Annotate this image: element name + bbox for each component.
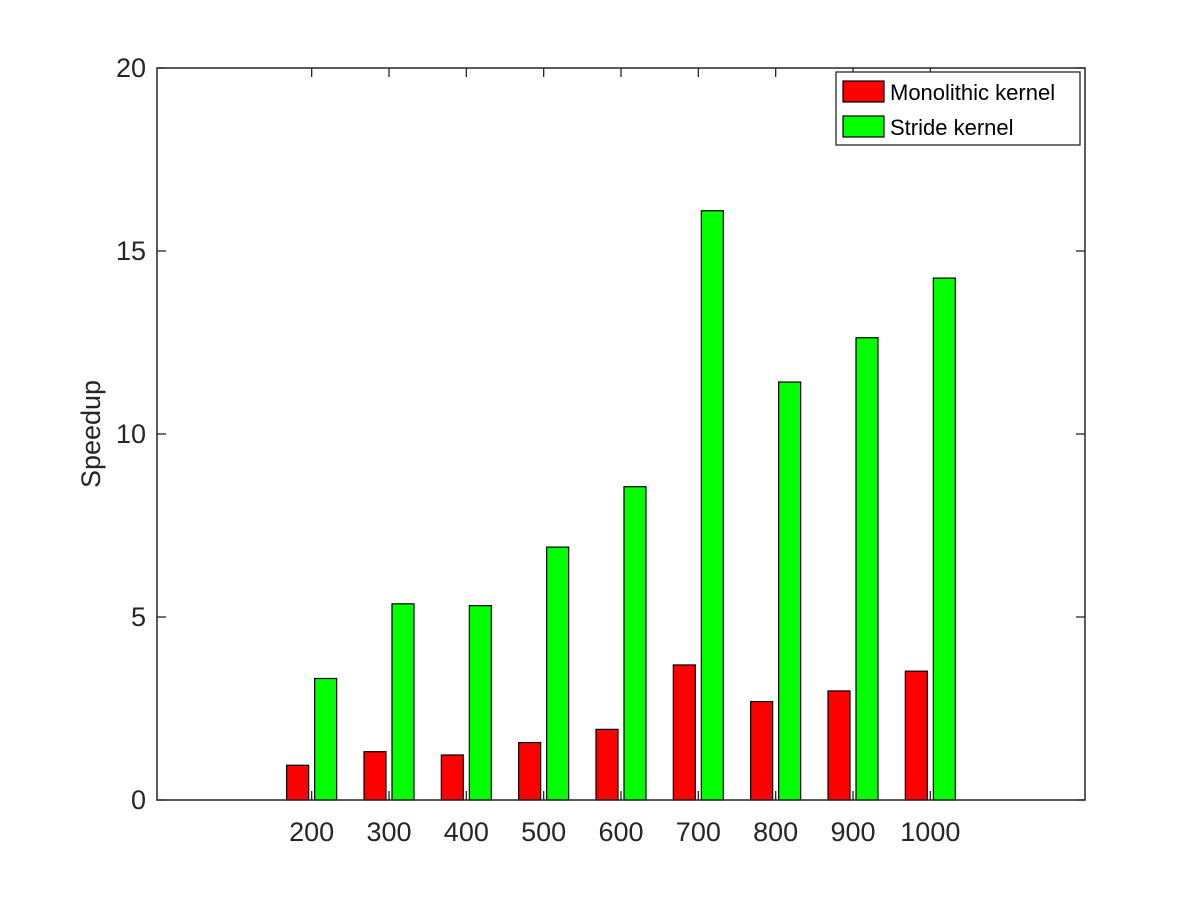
x-tick-label-800: 800 xyxy=(753,817,798,847)
bar-monolithic-1000 xyxy=(904,670,928,801)
bar-stride-200 xyxy=(314,677,338,801)
bar-stride-600 xyxy=(623,486,647,801)
y-tick-label-10: 10 xyxy=(116,419,146,449)
y-tick-label-20: 20 xyxy=(116,53,146,83)
x-tick-label-300: 300 xyxy=(366,817,411,847)
bar-monolithic-400 xyxy=(440,754,464,801)
legend-label-monolithic: Monolithic kernel xyxy=(890,80,1055,105)
bar-stride-1000 xyxy=(932,277,956,801)
y-tick-label-15: 15 xyxy=(116,236,146,266)
x-tick-label-900: 900 xyxy=(830,817,875,847)
x-tick-label-400: 400 xyxy=(444,817,489,847)
bar-monolithic-600 xyxy=(595,728,619,801)
bar-stride-900 xyxy=(855,337,879,801)
x-tick-label-500: 500 xyxy=(521,817,566,847)
x-tick-label-200: 200 xyxy=(289,817,334,847)
y-axis-label: Speedup xyxy=(76,380,106,488)
y-tick-label-0: 0 xyxy=(131,785,146,815)
bar-stride-400 xyxy=(468,605,492,801)
legend-swatch-monolithic xyxy=(842,80,885,103)
bar-monolithic-300 xyxy=(363,751,387,801)
x-tick-label-600: 600 xyxy=(598,817,643,847)
bar-monolithic-900 xyxy=(827,690,851,801)
legend: Monolithic kernel Stride kernel xyxy=(835,71,1081,146)
bars-group xyxy=(286,210,956,801)
bar-monolithic-700 xyxy=(672,664,696,801)
y-tick-label-5: 5 xyxy=(131,602,146,632)
bar-monolithic-500 xyxy=(518,741,542,801)
legend-swatch-stride xyxy=(842,115,885,138)
bar-monolithic-200 xyxy=(286,764,310,801)
legend-label-stride: Stride kernel xyxy=(890,115,1014,140)
bar-stride-500 xyxy=(546,546,570,801)
x-tick-label-1000: 1000 xyxy=(900,817,960,847)
axes-group: 0 5 10 15 20 200 300 400 500 600 700 800 900 1000 xyxy=(116,53,1086,847)
bar-stride-300 xyxy=(391,603,415,801)
bar-stride-800 xyxy=(778,381,802,801)
bar-monolithic-800 xyxy=(750,700,774,801)
bar-stride-700 xyxy=(700,210,724,801)
x-tick-label-700: 700 xyxy=(676,817,721,847)
